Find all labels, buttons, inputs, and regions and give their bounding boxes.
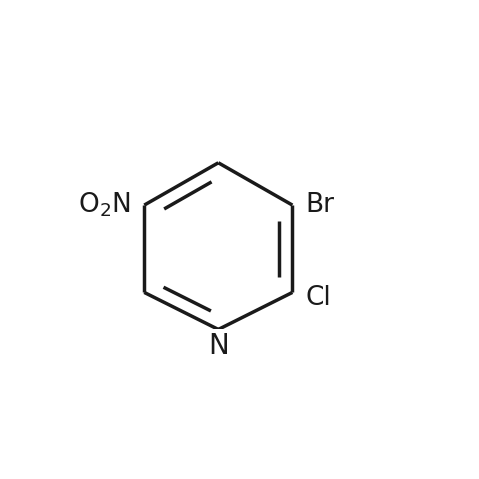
Text: Br: Br xyxy=(306,192,335,218)
Text: N: N xyxy=(208,332,228,360)
Text: Cl: Cl xyxy=(306,285,331,311)
Text: $\mathrm{O_2N}$: $\mathrm{O_2N}$ xyxy=(79,191,131,219)
